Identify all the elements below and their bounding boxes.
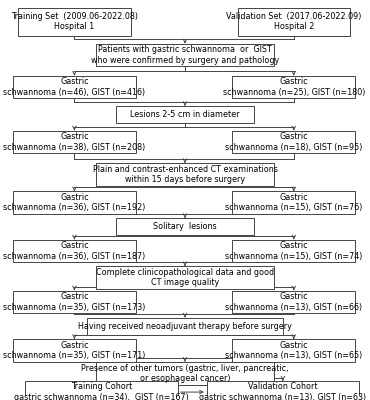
Text: Gastric
schwannoma (n=15), GIST (n=76): Gastric schwannoma (n=15), GIST (n=76) xyxy=(225,193,363,212)
FancyBboxPatch shape xyxy=(116,106,254,123)
FancyBboxPatch shape xyxy=(116,218,254,235)
Text: Gastric
schwannoma (n=13), GIST (n=66): Gastric schwannoma (n=13), GIST (n=66) xyxy=(225,292,362,312)
Text: Training Set  (2009.06-2022.08)
Hospital 1: Training Set (2009.06-2022.08) Hospital … xyxy=(11,12,138,31)
FancyBboxPatch shape xyxy=(232,290,356,313)
FancyBboxPatch shape xyxy=(96,44,274,66)
Text: Patients with gastric schwannoma  or  GIST
who were confirmed by surgery and pat: Patients with gastric schwannoma or GIST… xyxy=(91,45,279,65)
Text: Validation Set  (2017.06-2022.09)
Hospital 2: Validation Set (2017.06-2022.09) Hospita… xyxy=(226,12,361,31)
Text: Gastric
schwannoma (n=13), GIST (n=65): Gastric schwannoma (n=13), GIST (n=65) xyxy=(225,341,362,360)
Text: Plain and contrast-enhanced CT examinations
within 15 days before surgery: Plain and contrast-enhanced CT examinati… xyxy=(92,165,278,184)
Text: Having received neoadjuvant therapy before surgery: Having received neoadjuvant therapy befo… xyxy=(78,322,292,331)
Text: Validation Cohort
gastric schwannoma (n=13), GIST (n=63): Validation Cohort gastric schwannoma (n=… xyxy=(199,382,366,400)
Text: Gastric
schwannoma (n=25), GIST (n=180): Gastric schwannoma (n=25), GIST (n=180) xyxy=(223,78,365,97)
Text: Gastric
schwannoma (n=15), GIST (n=74): Gastric schwannoma (n=15), GIST (n=74) xyxy=(225,241,363,261)
FancyBboxPatch shape xyxy=(232,339,356,362)
FancyBboxPatch shape xyxy=(13,240,136,262)
FancyBboxPatch shape xyxy=(13,290,136,313)
FancyBboxPatch shape xyxy=(13,339,136,362)
FancyBboxPatch shape xyxy=(232,131,356,153)
Text: Solitary  lesions: Solitary lesions xyxy=(153,222,217,231)
FancyBboxPatch shape xyxy=(26,381,178,400)
Text: Gastric
schwannoma (n=35), GIST (n=171): Gastric schwannoma (n=35), GIST (n=171) xyxy=(3,341,145,360)
Text: Gastric
schwannoma (n=18), GIST (n=95): Gastric schwannoma (n=18), GIST (n=95) xyxy=(225,132,363,152)
FancyBboxPatch shape xyxy=(232,76,356,98)
Text: Complete clinicopathological data and good
CT image quality: Complete clinicopathological data and go… xyxy=(96,268,274,287)
Text: Gastric
schwannoma (n=38), GIST (n=208): Gastric schwannoma (n=38), GIST (n=208) xyxy=(3,132,145,152)
Text: Gastric
schwannoma (n=46), GIST (n=416): Gastric schwannoma (n=46), GIST (n=416) xyxy=(3,78,145,97)
Text: Gastric
schwannoma (n=36), GIST (n=192): Gastric schwannoma (n=36), GIST (n=192) xyxy=(3,193,145,212)
FancyBboxPatch shape xyxy=(96,266,274,289)
FancyBboxPatch shape xyxy=(87,318,283,335)
FancyBboxPatch shape xyxy=(13,191,136,214)
FancyBboxPatch shape xyxy=(18,8,131,36)
Text: Gastric
schwannoma (n=36), GIST (n=187): Gastric schwannoma (n=36), GIST (n=187) xyxy=(3,241,145,261)
Text: Training Cohort
gastric schwannoma (n=34),  GIST (n=167): Training Cohort gastric schwannoma (n=34… xyxy=(14,382,189,400)
FancyBboxPatch shape xyxy=(232,191,356,214)
FancyBboxPatch shape xyxy=(13,76,136,98)
FancyBboxPatch shape xyxy=(207,381,359,400)
FancyBboxPatch shape xyxy=(238,8,350,36)
FancyBboxPatch shape xyxy=(96,362,274,385)
Text: Lesions 2-5 cm in diameter: Lesions 2-5 cm in diameter xyxy=(130,110,240,119)
Text: Gastric
schwannoma (n=35), GIST (n=173): Gastric schwannoma (n=35), GIST (n=173) xyxy=(3,292,145,312)
Text: Presence of other tumors (gastric, liver, pancreatic,
or esophageal cancer): Presence of other tumors (gastric, liver… xyxy=(81,364,289,383)
FancyBboxPatch shape xyxy=(96,163,274,186)
FancyBboxPatch shape xyxy=(232,240,356,262)
FancyBboxPatch shape xyxy=(13,131,136,153)
